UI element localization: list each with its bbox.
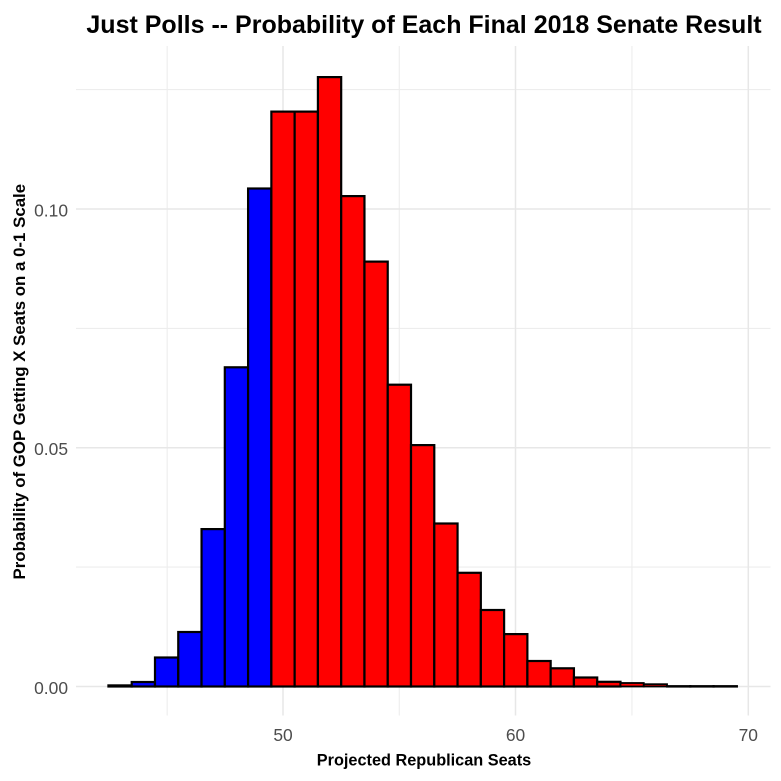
svg-text:60: 60 (506, 725, 525, 745)
svg-text:Probability of GOP Getting X S: Probability of GOP Getting X Seats on a … (10, 184, 29, 580)
svg-text:50: 50 (273, 725, 292, 745)
svg-text:Just Polls -- Probability of E: Just Polls -- Probability of Each Final … (86, 11, 762, 39)
svg-text:0.00: 0.00 (34, 678, 68, 698)
svg-text:Projected Republican Seats: Projected Republican Seats (317, 752, 531, 770)
svg-text:0.10: 0.10 (34, 200, 68, 220)
svg-text:0.05: 0.05 (34, 439, 68, 459)
svg-text:70: 70 (739, 725, 758, 745)
